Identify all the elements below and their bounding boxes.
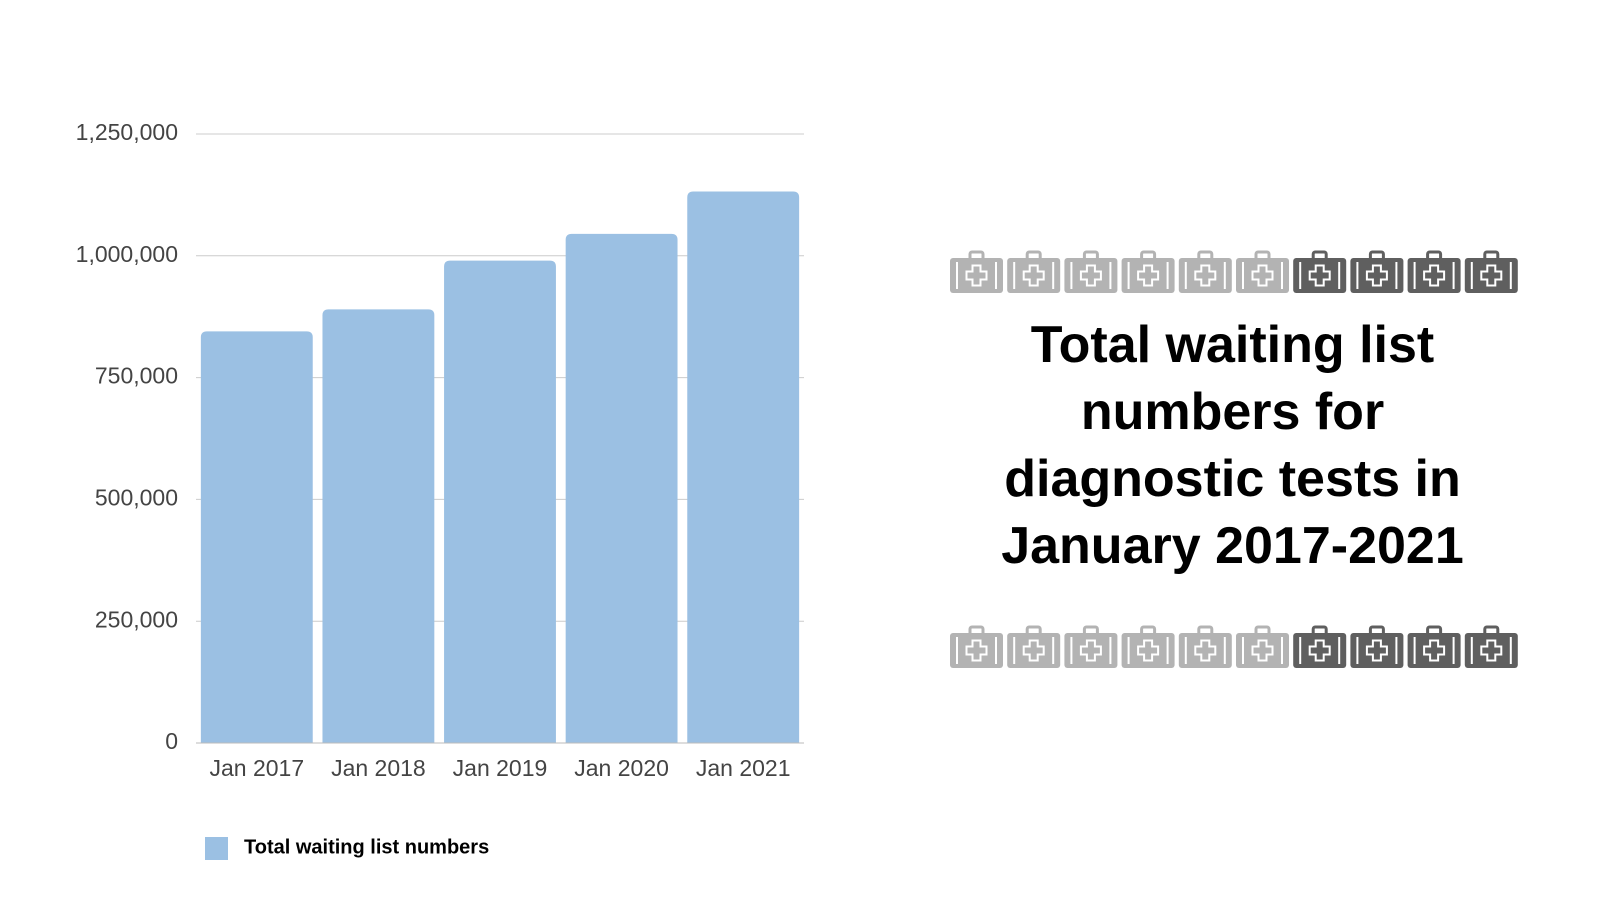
kit-cross [965, 639, 988, 662]
bar [322, 309, 435, 743]
kit-body [1121, 258, 1175, 293]
kit-icon [1178, 250, 1232, 293]
kit-icon [1007, 625, 1061, 668]
x-tick-label: Jan 2018 [331, 755, 426, 781]
kit-cross [1423, 639, 1446, 662]
bar [565, 233, 678, 743]
kit-body [1064, 633, 1118, 668]
kit-icon [1236, 250, 1289, 293]
kit-body [1293, 258, 1347, 293]
kit-icon [1407, 250, 1461, 293]
chart-title: Total waiting list numbers for diagnosti… [1001, 316, 1464, 575]
kit-cross [1251, 639, 1274, 662]
y-tick-label: 1,250,000 [76, 119, 178, 145]
kit-cross [1137, 639, 1160, 662]
bar [687, 191, 800, 743]
kit-cross [1251, 264, 1274, 287]
x-tick-label: Jan 2020 [574, 755, 669, 781]
kit-body [1464, 633, 1518, 668]
kit-body [1178, 633, 1232, 668]
kit-icon [950, 625, 1003, 668]
kit-icon [1121, 625, 1175, 668]
kit-body [1064, 258, 1118, 293]
kit-cross [1137, 264, 1160, 287]
kit-cross [1480, 639, 1503, 662]
kit-body [1007, 633, 1061, 668]
kit-icon [1350, 625, 1404, 668]
kit-icon [1121, 250, 1175, 293]
kit-body [950, 633, 1003, 668]
kit-cross [1079, 264, 1102, 287]
kit-cross [1423, 264, 1446, 287]
kit-body [1178, 258, 1232, 293]
kit-icon [1007, 250, 1061, 293]
kit-icon [1464, 625, 1518, 668]
kit-body [1293, 633, 1347, 668]
y-tick-label: 0 [165, 728, 178, 754]
kit-cross [1365, 639, 1388, 662]
kit-icon [1350, 250, 1404, 293]
kit-icon [1178, 625, 1232, 668]
kit-cross [1194, 264, 1217, 287]
bar [200, 331, 313, 743]
kit-cross [1022, 264, 1045, 287]
kit-body [1007, 258, 1061, 293]
x-tick-label: Jan 2019 [453, 755, 548, 781]
kit-body [1350, 633, 1404, 668]
kit-cross [965, 264, 988, 287]
kit-body [1464, 258, 1518, 293]
legend-swatch [205, 837, 228, 860]
kit-icon [950, 250, 1003, 293]
kit-body [1407, 258, 1461, 293]
kit-body [950, 258, 1003, 293]
y-tick-label: 500,000 [95, 484, 178, 510]
kit-icon [1464, 250, 1518, 293]
bar [444, 260, 556, 743]
kit-cross [1365, 264, 1388, 287]
kit-body [1407, 633, 1461, 668]
y-tick-label: 1,000,000 [76, 241, 178, 267]
kit-icon [1236, 625, 1289, 668]
kit-body [1350, 258, 1404, 293]
kit-icon [1064, 625, 1118, 668]
y-tick-label: 750,000 [95, 363, 178, 389]
kit-cross [1079, 639, 1102, 662]
kit-cross [1480, 264, 1503, 287]
kit-cross [1308, 264, 1331, 287]
kit-icon [1293, 625, 1347, 668]
kit-icon [1064, 250, 1118, 293]
kit-cross [1022, 639, 1045, 662]
kit-body [1236, 258, 1289, 293]
kit-icon [1407, 625, 1461, 668]
kit-body [1121, 633, 1175, 668]
kit-cross [1308, 639, 1331, 662]
y-tick-label: 250,000 [95, 606, 178, 632]
legend-label: Total waiting list numbers [244, 836, 489, 858]
kit-icon [1293, 250, 1347, 293]
kit-body [1236, 633, 1289, 668]
x-tick-label: Jan 2017 [209, 755, 304, 781]
x-tick-label: Jan 2021 [696, 755, 791, 781]
kit-cross [1194, 639, 1217, 662]
